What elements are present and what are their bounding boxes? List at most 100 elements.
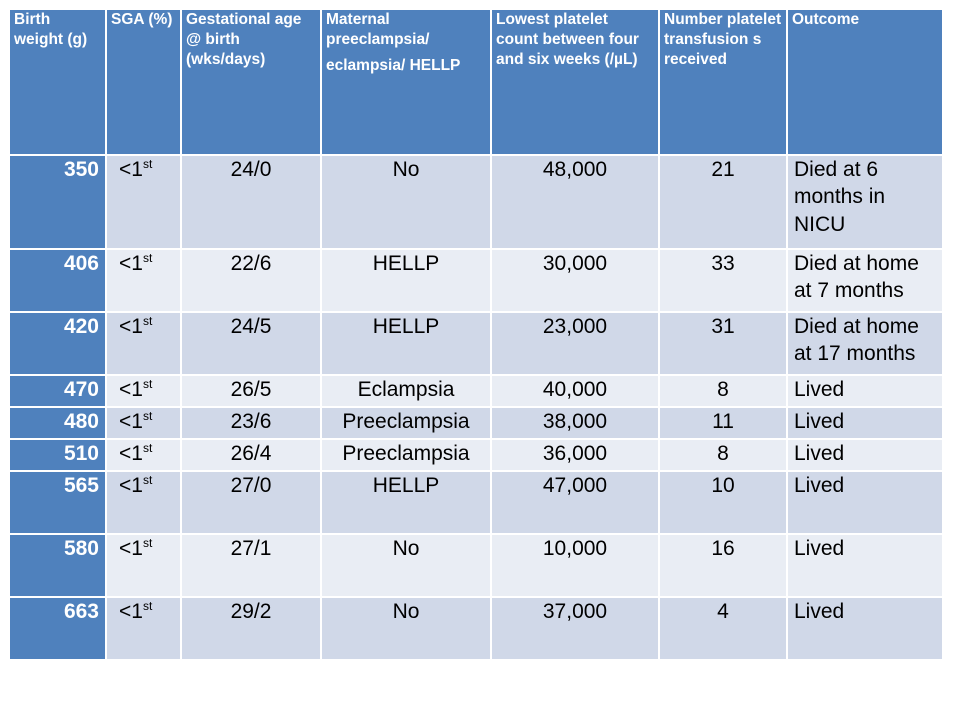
platelet-count-cell: 10,000 (490, 533, 660, 598)
birth-weight-cell: 565 (8, 470, 107, 535)
gestational-age-cell: 23/6 (180, 406, 322, 440)
maternal-condition-cell: Preeclampsia (320, 406, 492, 440)
header-text: Outcome (792, 11, 860, 28)
sga-cell: <1st (105, 154, 182, 250)
sga-value: <1 (119, 474, 143, 497)
transfusions-cell: 33 (658, 248, 788, 313)
platelet-count-cell: 47,000 (490, 470, 660, 535)
outcome-cell: Lived (786, 596, 944, 661)
sga-cell: <1st (105, 470, 182, 535)
maternal-condition-cell: HELLP (320, 248, 492, 313)
header-text: Lowest platelet count between four and s… (496, 11, 639, 69)
header-lowest-platelet: Lowest platelet count between four and s… (490, 8, 660, 156)
transfusions-cell: 11 (658, 406, 788, 440)
maternal-condition-cell: HELLP (320, 470, 492, 535)
transfusions-cell: 21 (658, 154, 788, 250)
header-sga: SGA (%) (105, 8, 182, 156)
birth-weight-cell: 350 (8, 154, 107, 250)
sga-value: <1 (119, 410, 143, 433)
sga-cell: <1st (105, 406, 182, 440)
table-body: 350 <1st 24/0 No 48,000 21 Died at 6 months in… (8, 154, 944, 661)
outcome-cell: Lived (786, 470, 944, 535)
gestational-age-cell: 27/0 (180, 470, 322, 535)
sga-cell: <1st (105, 311, 182, 376)
transfusions-cell: 31 (658, 311, 788, 376)
gestational-age-cell: 26/5 (180, 374, 322, 408)
table-row: 470 <1st 26/5 Eclampsia 40,000 8 Lived (8, 374, 944, 408)
transfusions-cell: 16 (658, 533, 788, 598)
birth-weight-cell: 470 (8, 374, 107, 408)
sga-value: <1 (119, 378, 143, 401)
sga-superscript: st (142, 599, 153, 613)
gestational-age-cell: 24/5 (180, 311, 322, 376)
sga-superscript: st (142, 473, 153, 487)
sga-cell: <1st (105, 533, 182, 598)
header-birth-weight: Birth weight (g) (8, 8, 107, 156)
platelet-count-cell: 36,000 (490, 438, 660, 472)
sga-superscript: st (142, 536, 153, 550)
header-text: Maternal preeclampsia/ (326, 11, 430, 49)
birth-weight-cell: 420 (8, 311, 107, 376)
sga-cell: <1st (105, 248, 182, 313)
table-row: 565 <1st 27/0 HELLP 47,000 10 Lived (8, 470, 944, 535)
sga-superscript: st (142, 441, 153, 455)
table-row: 350 <1st 24/0 No 48,000 21 Died at 6 months in… (8, 154, 944, 250)
outcome-cell: Died at home at 17 months (786, 311, 944, 376)
header-outcome: Outcome (786, 8, 944, 156)
sga-value: <1 (119, 158, 143, 181)
header-text: eclampsia/ HELLP (326, 57, 461, 75)
table-row: 420 <1st 24/5 HELLP 23,000 31 Died at home at … (8, 311, 944, 376)
sga-superscript: st (142, 314, 153, 328)
sga-superscript: st (142, 251, 153, 265)
transfusions-cell: 8 (658, 374, 788, 408)
outcome-cell: Lived (786, 406, 944, 440)
maternal-condition-cell: No (320, 596, 492, 661)
header-maternal: Maternal preeclampsia/eclampsia/ HELLP (320, 8, 492, 156)
sga-superscript: st (142, 377, 153, 391)
outcome-cell: Lived (786, 438, 944, 472)
sga-value: <1 (119, 537, 143, 560)
header-row: Birth weight (g) SGA (%) Gestational age… (8, 8, 944, 156)
birth-weight-cell: 663 (8, 596, 107, 661)
header-text: SGA (%) (111, 11, 173, 28)
platelet-count-cell: 30,000 (490, 248, 660, 313)
gestational-age-cell: 27/1 (180, 533, 322, 598)
birth-weight-cell: 406 (8, 248, 107, 313)
sga-value: <1 (119, 442, 143, 465)
outcome-cell: Lived (786, 533, 944, 598)
table-row: 663 <1st 29/2 No 37,000 4 Lived (8, 596, 944, 661)
platelet-count-cell: 38,000 (490, 406, 660, 440)
maternal-condition-cell: Eclampsia (320, 374, 492, 408)
sga-value: <1 (119, 252, 143, 275)
gestational-age-cell: 24/0 (180, 154, 322, 250)
header-text: Number platelet transfusion s received (664, 11, 782, 69)
gestational-age-cell: 26/4 (180, 438, 322, 472)
sga-superscript: st (142, 409, 153, 423)
gestational-age-cell: 22/6 (180, 248, 322, 313)
transfusions-cell: 4 (658, 596, 788, 661)
outcome-cell: Died at 6 months in NICU (786, 154, 944, 250)
table-row: 510 <1st 26/4 Preeclampsia 36,000 8 Lived (8, 438, 944, 472)
outcome-cell: Lived (786, 374, 944, 408)
table-row: 580 <1st 27/1 No 10,000 16 Lived (8, 533, 944, 598)
platelet-count-cell: 40,000 (490, 374, 660, 408)
platelet-count-cell: 37,000 (490, 596, 660, 661)
maternal-condition-cell: HELLP (320, 311, 492, 376)
header-gestational-age: Gestational age @ birth (wks/days) (180, 8, 322, 156)
maternal-condition-cell: No (320, 533, 492, 598)
platelet-count-cell: 48,000 (490, 154, 660, 250)
sga-cell: <1st (105, 596, 182, 661)
header-text: Gestational age @ birth (wks/days) (186, 11, 302, 69)
header-text: Birth weight (g) (14, 11, 88, 49)
maternal-condition-cell: No (320, 154, 492, 250)
transfusions-cell: 8 (658, 438, 788, 472)
birth-weight-cell: 480 (8, 406, 107, 440)
platelet-count-cell: 23,000 (490, 311, 660, 376)
table-row: 406 <1st 22/6 HELLP 30,000 33 Died at home at … (8, 248, 944, 313)
sga-value: <1 (119, 315, 143, 338)
data-table: Birth weight (g) SGA (%) Gestational age… (8, 8, 944, 661)
birth-weight-cell: 510 (8, 438, 107, 472)
sga-value: <1 (119, 600, 143, 623)
table-row: 480 <1st 23/6 Preeclampsia 38,000 11 Lived (8, 406, 944, 440)
maternal-condition-cell: Preeclampsia (320, 438, 492, 472)
